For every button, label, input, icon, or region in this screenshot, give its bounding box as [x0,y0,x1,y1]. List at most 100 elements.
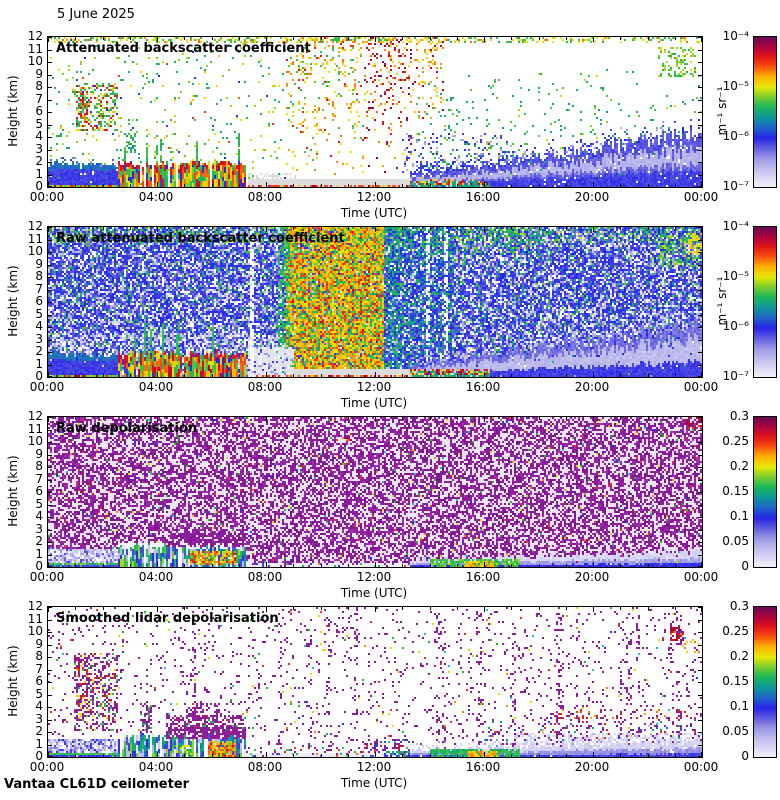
y-tick-label: 3 [35,711,43,726]
x-tick-label: 20:00 [574,760,610,774]
y-tick-label: 4 [35,509,43,523]
panel-raw-attenuated-backscatter: Height (km) Raw attenuated backscatter c… [0,219,780,416]
y-tick-label: 7 [35,281,43,296]
y-tick-label: 12 [27,599,43,613]
y-tick-label: 3 [35,141,43,156]
colorbar-tick-label: 10⁻⁷ [722,369,749,383]
colorbar-tick-label: 10⁻⁴ [722,29,749,43]
x-tick-label: 08:00 [247,380,283,394]
x-axis-label: Time (UTC) [340,206,408,220]
x-tick-label: 08:00 [247,190,283,204]
y-tick-label: 9 [35,446,43,461]
y-tick-label: 5 [35,686,43,701]
panel-smoothed-depolarisation: Height (km) Smoothed lidar depolarisatio… [0,599,780,796]
colorbar-tick-label: 10⁻⁷ [722,179,749,193]
y-tick-label: 10 [27,624,43,638]
y-tick-label: 4 [35,129,43,143]
y-tick-label: 7 [35,471,43,486]
y-tick-label: 12 [27,219,43,233]
y-tick-label: 5 [35,496,43,511]
x-tick-label: 16:00 [465,570,501,584]
colorbar-tick-label: 0 [741,559,749,573]
date-label: 5 June 2025 [57,7,135,22]
x-tick-label: 20:00 [574,380,610,394]
y-tick-label: 11 [27,41,43,56]
x-tick-label: 20:00 [574,570,610,584]
colorbar-tick-label: 0.1 [729,509,749,523]
x-tick-label: 16:00 [465,760,501,774]
y-tick-label: 1 [35,166,43,181]
colorbar-tick-label: 10⁻⁵ [722,79,749,93]
colorbar-tick-label: 0.05 [722,534,749,548]
colorbar-tick-label: 0.3 [729,599,749,613]
y-tick-label: 10 [27,244,43,258]
y-tick-label: 2 [35,724,43,738]
y-tick-label: 7 [35,91,43,106]
x-tick-label: 04:00 [138,190,174,204]
colorbar-tick-label: 0.25 [722,434,749,448]
y-tick-label: 3 [35,331,43,346]
colorbar-tick-label: 0.1 [729,699,749,713]
x-tick-label: 12:00 [356,380,392,394]
panel-title: Attenuated backscatter coefficient [56,41,311,56]
panel-raw-depolarisation: Height (km) Raw depolarisation Time (UTC… [0,409,780,606]
x-tick-label: 04:00 [138,760,174,774]
y-tick-label: 6 [35,484,43,498]
x-tick-label: 20:00 [574,190,610,204]
x-tick-label: 12:00 [356,570,392,584]
y-tick-label: 1 [35,356,43,371]
y-tick-label: 8 [35,649,43,663]
y-tick-label: 6 [35,674,43,688]
colorbar-tick-label: 0.05 [722,724,749,738]
y-tick-label: 11 [27,611,43,626]
colorbar-unit-label: m⁻¹ sr⁻¹ [715,86,729,136]
heatmap-canvas [47,606,703,758]
y-tick-label: 12 [27,409,43,423]
y-tick-label: 0 [35,369,43,383]
instrument-label: Vantaa CL61D ceilometer [4,777,190,792]
x-tick-label: 08:00 [247,760,283,774]
y-tick-label: 8 [35,269,43,283]
x-tick-label: 00:00 [29,760,65,774]
x-tick-label: 00:00 [683,380,719,394]
x-tick-label: 16:00 [465,380,501,394]
y-tick-label: 11 [27,231,43,246]
heatmap-canvas [47,36,703,188]
y-tick-label: 0 [35,179,43,193]
x-tick-label: 00:00 [29,380,65,394]
y-tick-label: 5 [35,306,43,321]
colorbar-tick-label: 0.25 [722,624,749,638]
panel-title: Raw depolarisation [56,421,198,436]
colorbar-tick-label: 10⁻⁶ [722,129,749,143]
x-axis-label: Time (UTC) [340,776,408,790]
colorbar-tick-label: 0.15 [722,674,749,688]
colorbar-tick-label: 10⁻⁵ [722,269,749,283]
x-tick-label: 04:00 [138,380,174,394]
y-tick-label: 2 [35,534,43,548]
y-tick-label: 8 [35,79,43,93]
x-tick-label: 00:00 [683,570,719,584]
heatmap-canvas [47,416,703,568]
colorbar-tick-label: 10⁻⁴ [722,219,749,233]
colorbar-tick-label: 0 [741,749,749,763]
y-tick-label: 5 [35,116,43,131]
x-tick-label: 00:00 [29,570,65,584]
x-tick-label: 00:00 [29,190,65,204]
y-tick-label: 2 [35,154,43,168]
y-tick-label: 10 [27,54,43,68]
y-tick-label: 6 [35,294,43,308]
x-tick-label: 12:00 [356,190,392,204]
x-tick-label: 12:00 [356,760,392,774]
y-tick-label: 8 [35,459,43,473]
x-tick-label: 08:00 [247,570,283,584]
x-tick-label: 16:00 [465,190,501,204]
colorbar-tick-label: 0.3 [729,409,749,423]
y-tick-label: 11 [27,421,43,436]
heatmap-canvas [47,226,703,378]
y-tick-label: 9 [35,256,43,271]
x-axis-label: Time (UTC) [340,586,408,600]
y-tick-label: 0 [35,559,43,573]
y-tick-label: 1 [35,736,43,751]
y-tick-label: 2 [35,344,43,358]
y-tick-label: 6 [35,104,43,118]
